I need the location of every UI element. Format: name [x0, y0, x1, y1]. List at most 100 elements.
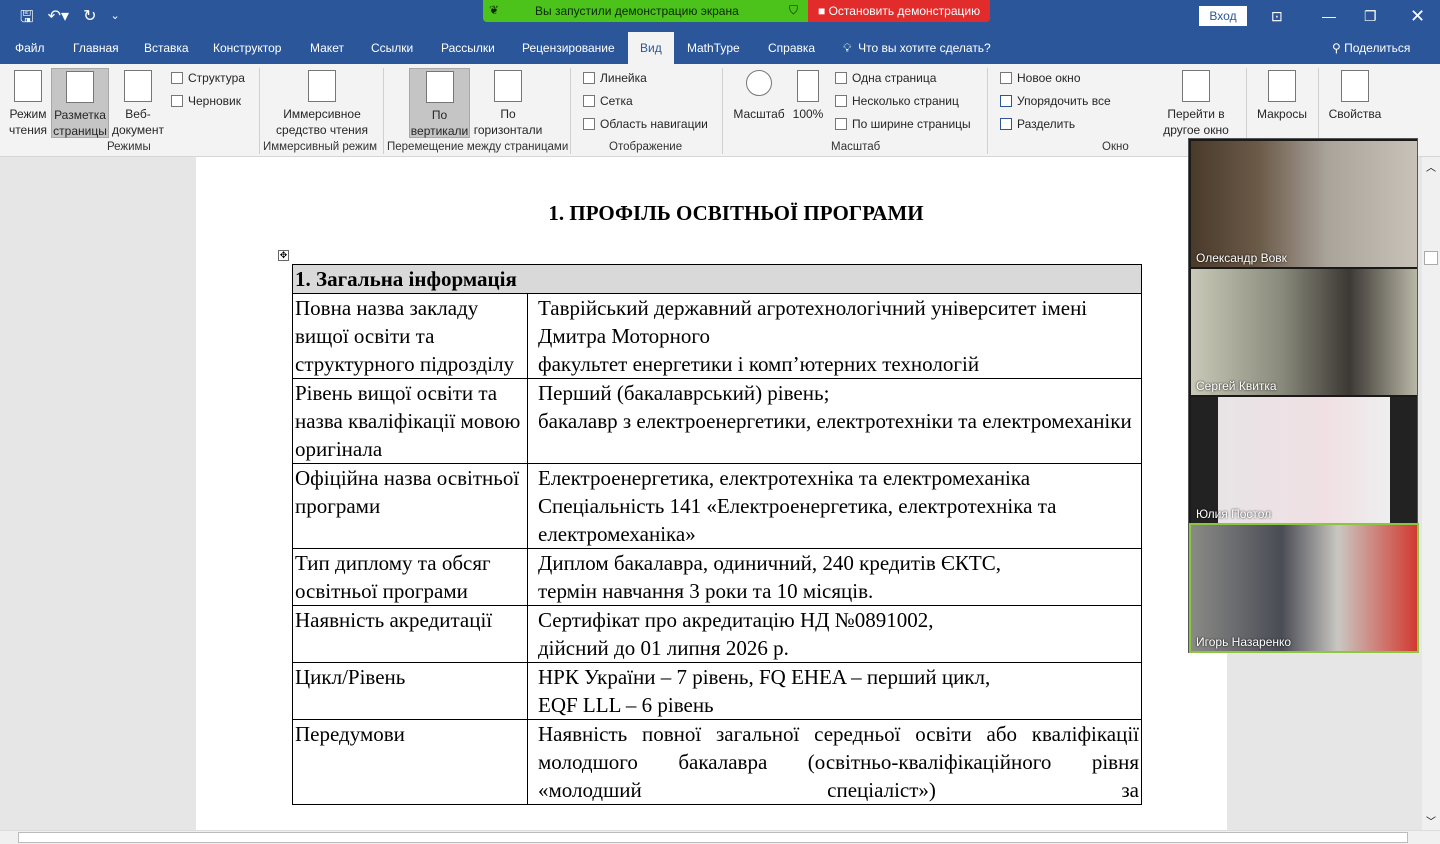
label: Веб-документ — [112, 107, 164, 137]
tab-file[interactable]: Файл — [15, 41, 45, 55]
scroll-up-icon[interactable]: ︿ — [1426, 163, 1436, 174]
ruler-checkbox[interactable]: Линейка — [583, 71, 647, 85]
vertical-scroll-icon — [425, 71, 454, 103]
label: Упорядочить все — [1017, 94, 1111, 108]
minimize-button[interactable]: — — [1322, 8, 1336, 24]
zoom-button[interactable]: Масштаб — [731, 70, 787, 122]
immersive-reader-icon — [308, 70, 336, 102]
read-mode-button[interactable]: Режим чтения — [6, 70, 50, 138]
participant-tile[interactable]: Сергей Квитка — [1191, 269, 1417, 395]
restore-button[interactable]: ❐ — [1364, 7, 1377, 24]
close-button[interactable]: ✕ — [1410, 5, 1426, 26]
tab-mailings[interactable]: Рассылки — [441, 41, 495, 55]
ribbon-display-icon[interactable]: ⊡ — [1271, 7, 1283, 24]
split-button[interactable]: Разделить — [1000, 117, 1075, 131]
stop-share-label: Остановить демонстрацию — [828, 4, 981, 18]
gridlines-checkbox[interactable]: Сетка — [583, 94, 633, 108]
side-to-side-icon — [494, 70, 522, 102]
row-label: Цикл/Рівень — [292, 662, 528, 720]
tab-help[interactable]: Справка — [768, 41, 816, 55]
macros-button[interactable]: Макросы — [1254, 70, 1310, 122]
tab-home[interactable]: Главная — [73, 41, 119, 55]
vertical-button[interactable]: По вертикали — [409, 68, 470, 138]
navigation-pane-checkbox[interactable]: Область навигации — [583, 117, 708, 131]
switch-windows-button[interactable]: Перейти в другое окно — [1156, 70, 1236, 138]
page-icon — [66, 71, 94, 103]
value-line: НРК України – 7 рівень, FQ EHEA – перший… — [538, 665, 991, 689]
participant-tile[interactable]: Олександр Вовк — [1191, 141, 1417, 267]
scrollbar-thumb[interactable] — [18, 832, 1408, 843]
properties-button[interactable]: Свойства — [1325, 70, 1385, 122]
table-header-row: 1. Загальна інформація — [292, 264, 1142, 294]
properties-icon — [1341, 70, 1369, 102]
immersive-reader-button[interactable]: Иммерсивное средство чтения — [272, 70, 372, 138]
checkbox-icon — [583, 95, 595, 107]
participant-tile-active-speaker[interactable]: Игорь Назаренко — [1189, 523, 1419, 653]
new-window-button[interactable]: Новое окно — [1000, 71, 1081, 85]
group-label-window: Окно — [1102, 141, 1129, 153]
tell-me-text: Что вы хотите сделать? — [858, 41, 991, 55]
share-status-text: Вы запустили демонстрацию экрана — [535, 4, 739, 18]
tab-mathtype[interactable]: MathType — [687, 41, 740, 55]
tab-references[interactable]: Ссылки — [371, 41, 414, 55]
draft-icon — [171, 95, 183, 107]
zoom-100-button[interactable]: 100% — [791, 70, 825, 122]
tab-design[interactable]: Конструктор — [213, 41, 282, 55]
arrange-all-button[interactable]: Упорядочить все — [1000, 94, 1111, 108]
participant-tile[interactable]: Юлия Постол — [1191, 397, 1417, 523]
row-label: Офіційна назва освітньої програми — [292, 463, 528, 549]
label: Макросы — [1256, 107, 1308, 121]
draft-button[interactable]: Черновик — [171, 94, 241, 108]
row-value: Диплом бакалавра, одиничний, 240 кредиті… — [527, 548, 1142, 606]
redo-icon[interactable]: ↻ — [83, 8, 97, 25]
label: По горизонтали — [473, 107, 543, 137]
participant-name: Юлия Постол — [1196, 507, 1272, 521]
print-layout-button[interactable]: Разметка страницы — [51, 68, 109, 138]
table-row: Цикл/Рівень НРК України – 7 рівень, FQ EH… — [292, 662, 1142, 720]
document-page[interactable]: 1. ПРОФІЛЬ ОСВІТНЬОЇ ПРОГРАМИ ✥ 1. Загал… — [196, 157, 1227, 830]
web-layout-button[interactable]: Веб-документ — [112, 70, 164, 138]
shield-icon: ⛉ — [788, 3, 798, 17]
row-value: Таврійський державний агротехнологічний … — [527, 293, 1142, 379]
checkbox-icon — [583, 72, 595, 84]
label: Черновик — [188, 94, 241, 108]
participant-name: Олександр Вовк — [1196, 251, 1287, 265]
tab-view[interactable]: Вид — [628, 32, 674, 64]
label: Структура — [188, 71, 245, 85]
tab-review[interactable]: Рецензирование — [522, 41, 615, 55]
table-row: Офіційна назва освітньої програми Електро… — [292, 463, 1142, 549]
side-to-side-button[interactable]: По горизонтали — [472, 70, 544, 138]
multiple-pages-button[interactable]: Несколько страниц — [835, 94, 959, 108]
save-icon[interactable]: 🖫 — [20, 9, 34, 26]
value-line: EQF LLL – 6 рівень — [538, 693, 714, 717]
label: Линейка — [600, 71, 647, 85]
login-button[interactable]: Вход — [1199, 6, 1247, 26]
row-value: Наявність повної загальної середньої осв… — [527, 719, 1142, 805]
horizontal-scrollbar[interactable] — [0, 830, 1440, 844]
zoom-100-icon — [797, 70, 819, 102]
label: Свойства — [1328, 107, 1382, 121]
macros-icon — [1268, 70, 1296, 102]
one-page-button[interactable]: Одна страница — [835, 71, 936, 85]
value-line: Електроенергетика, електротехніка та еле… — [538, 466, 1031, 490]
undo-icon[interactable]: ↶▾ — [47, 8, 70, 25]
vertical-scrollbar[interactable]: ︿ ﹀ — [1422, 157, 1440, 830]
page-width-button[interactable]: По ширине страницы — [835, 117, 971, 131]
one-page-icon — [835, 72, 847, 84]
stop-share-button[interactable]: ■ Остановить демонстрацию — [808, 0, 990, 22]
table-move-handle[interactable]: ✥ — [278, 250, 289, 261]
label: Одна страница — [852, 71, 937, 85]
scrollbar-thumb[interactable] — [1424, 251, 1438, 265]
label: Несколько страниц — [852, 94, 959, 108]
tab-layout[interactable]: Макет — [310, 41, 344, 55]
table-row: Тип диплому та обсяг освітньої програми Д… — [292, 548, 1142, 606]
row-label: Повна назва закладу вищої освіти та стру… — [292, 293, 528, 379]
label: По вертикали — [410, 108, 469, 138]
tell-me-input[interactable]: 💡︎ Что вы хотите сделать? — [843, 32, 991, 64]
customize-qat-icon[interactable]: ⌄ — [110, 10, 120, 22]
tab-insert[interactable]: Вставка — [144, 41, 189, 55]
share-button[interactable]: ⚲ Поделиться — [1332, 32, 1410, 64]
group-label-immersive: Иммерсивный режим — [263, 141, 378, 153]
scroll-down-icon[interactable]: ﹀ — [1426, 817, 1436, 828]
outline-button[interactable]: Структура — [171, 71, 245, 85]
